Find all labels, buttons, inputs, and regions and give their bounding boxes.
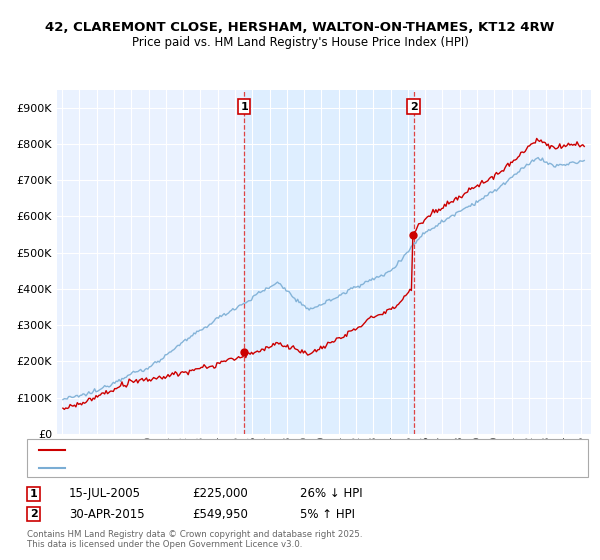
Text: 26% ↓ HPI: 26% ↓ HPI	[300, 487, 362, 501]
Text: 30-APR-2015: 30-APR-2015	[69, 507, 145, 521]
Text: 2: 2	[410, 102, 418, 111]
Text: Price paid vs. HM Land Registry's House Price Index (HPI): Price paid vs. HM Land Registry's House …	[131, 36, 469, 49]
Bar	[244, 90, 413, 434]
Text: 5% ↑ HPI: 5% ↑ HPI	[300, 507, 355, 521]
Text: Contains HM Land Registry data © Crown copyright and database right 2025.
This d: Contains HM Land Registry data © Crown c…	[27, 530, 362, 549]
Text: 2: 2	[30, 509, 37, 519]
Text: 42, CLAREMONT CLOSE, HERSHAM, WALTON-ON-THAMES, KT12 4RW (semi-detached house): 42, CLAREMONT CLOSE, HERSHAM, WALTON-ON-…	[71, 445, 530, 455]
Text: 1: 1	[241, 102, 248, 111]
Text: 1: 1	[30, 489, 37, 499]
Text: HPI: Average price, semi-detached house, Elmbridge: HPI: Average price, semi-detached house,…	[71, 463, 334, 473]
Text: 15-JUL-2005: 15-JUL-2005	[69, 487, 141, 501]
Text: £549,950: £549,950	[192, 507, 248, 521]
Text: 42, CLAREMONT CLOSE, HERSHAM, WALTON-ON-THAMES, KT12 4RW: 42, CLAREMONT CLOSE, HERSHAM, WALTON-ON-…	[46, 21, 554, 34]
Text: £225,000: £225,000	[192, 487, 248, 501]
